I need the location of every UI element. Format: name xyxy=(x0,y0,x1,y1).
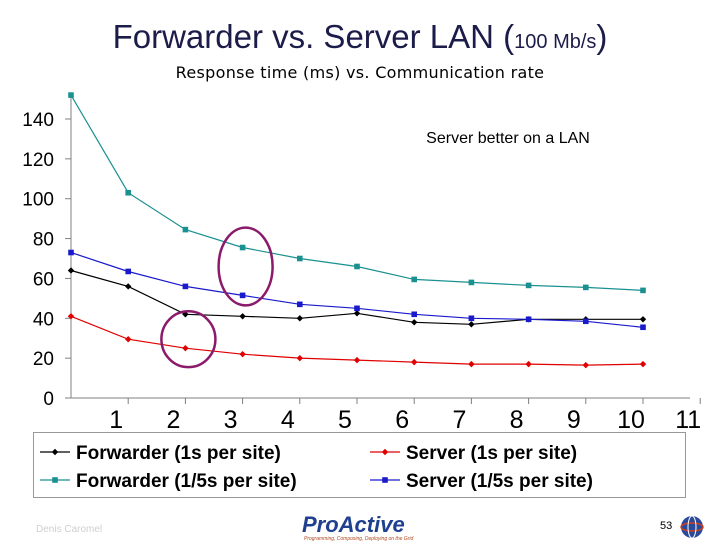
data-point xyxy=(125,283,132,290)
x-tick-label: 11 xyxy=(675,406,701,434)
data-point xyxy=(468,360,475,368)
y-tick-label: 80 xyxy=(33,230,54,251)
x-tick-label: 2 xyxy=(166,406,180,434)
data-point xyxy=(525,360,532,368)
data-point xyxy=(68,249,74,256)
highlight-ellipse-x2 xyxy=(160,310,217,369)
data-point xyxy=(125,189,131,196)
data-point xyxy=(583,284,589,291)
x-tick-label: 9 xyxy=(567,406,581,434)
x-tick-label: 1 xyxy=(109,406,123,434)
legend-swatch-marker xyxy=(381,448,389,456)
data-point xyxy=(411,276,417,283)
y-tick-label: 120 xyxy=(22,150,54,171)
data-point xyxy=(296,354,303,362)
x-tick-label: 5 xyxy=(338,406,352,434)
data-point xyxy=(411,358,418,366)
data-point xyxy=(182,283,189,290)
data-point xyxy=(639,360,647,368)
page-number: 53 xyxy=(660,520,673,532)
data-point xyxy=(353,356,361,364)
data-point xyxy=(239,292,246,299)
series-line-2 xyxy=(70,94,644,291)
data-point xyxy=(239,313,246,320)
data-point xyxy=(125,268,131,275)
legend-swatch-marker xyxy=(382,477,388,483)
data-point xyxy=(639,316,647,323)
data-point xyxy=(640,324,646,331)
data-point xyxy=(239,350,246,358)
logo-tagline: Programming, Composing, Deploying on the… xyxy=(304,536,414,542)
highlight-ellipse-x3 xyxy=(217,226,274,307)
data-point xyxy=(468,279,475,286)
x-tick-label: 7 xyxy=(452,406,466,434)
data-point xyxy=(67,267,75,274)
data-point xyxy=(411,319,418,326)
chart-subtitle: Response time (ms) vs. Communication rat… xyxy=(175,63,545,82)
data-point xyxy=(411,311,417,318)
x-tick-label: 4 xyxy=(281,406,295,434)
globe-icon xyxy=(680,515,704,539)
data-point xyxy=(67,313,75,320)
y-tick-label: 0 xyxy=(43,389,54,410)
legend-swatch-marker xyxy=(51,448,59,456)
author-footer: Denis Caromel xyxy=(36,524,103,535)
data-point xyxy=(582,361,589,369)
x-tick-label: 10 xyxy=(617,406,645,434)
data-point xyxy=(68,92,74,98)
data-point xyxy=(182,344,189,352)
data-point xyxy=(296,315,303,322)
data-point xyxy=(353,310,361,317)
legend-label: Server (1/5s per site) xyxy=(406,471,593,492)
data-point xyxy=(125,336,132,343)
annotation-label: Server better on a LAN xyxy=(426,130,590,147)
logo-text: ProActive xyxy=(302,512,405,537)
data-point xyxy=(297,255,303,262)
legend-label: Server (1s per site) xyxy=(406,443,577,464)
y-tick-label: 100 xyxy=(22,190,54,211)
data-point xyxy=(354,263,360,270)
data-point xyxy=(525,282,532,289)
data-point xyxy=(182,226,189,233)
title-main: Forwarder vs. Server LAN ( xyxy=(112,18,515,55)
title-rate: 100 Mb/s xyxy=(514,31,597,53)
data-point xyxy=(239,244,246,251)
x-tick-label: 3 xyxy=(224,406,238,434)
legend-swatch-marker xyxy=(52,477,58,483)
y-tick-label: 140 xyxy=(22,110,54,131)
proactive-logo: ProActive Programming, Composing, Deploy… xyxy=(302,512,413,542)
data-point xyxy=(354,305,360,312)
data-point xyxy=(640,287,646,294)
data-point xyxy=(468,315,475,322)
data-point xyxy=(525,316,532,323)
data-point xyxy=(297,301,303,308)
y-tick-label: 60 xyxy=(33,269,54,290)
x-tick-label: 8 xyxy=(510,406,524,434)
legend-box xyxy=(33,432,686,498)
x-tick-label: 6 xyxy=(395,406,409,434)
y-tick-label: 20 xyxy=(33,349,54,370)
legend-label: Forwarder (1/5s per site) xyxy=(76,471,297,492)
data-point xyxy=(583,318,589,325)
legend-label: Forwarder (1s per site) xyxy=(76,443,281,464)
data-point xyxy=(468,321,475,328)
title-close: ) xyxy=(596,18,608,55)
y-tick-label: 40 xyxy=(33,309,54,330)
slide-title: Forwarder vs. Server LAN (100 Mb/s) xyxy=(0,18,720,56)
